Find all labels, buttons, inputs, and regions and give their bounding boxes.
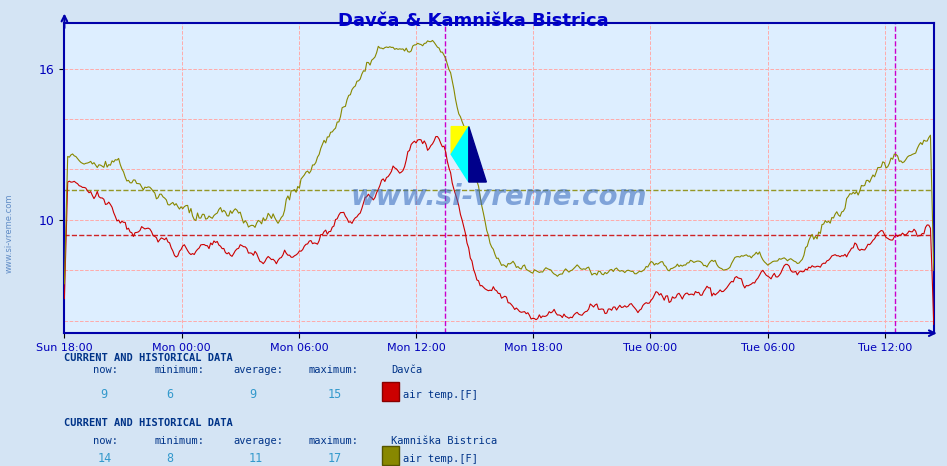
Polygon shape — [451, 127, 469, 154]
Text: Davča: Davča — [391, 365, 422, 375]
Text: 9: 9 — [249, 389, 257, 401]
Text: 17: 17 — [328, 452, 342, 465]
Text: maximum:: maximum: — [309, 365, 359, 375]
Text: 8: 8 — [167, 452, 174, 465]
Text: 14: 14 — [98, 452, 112, 465]
Text: average:: average: — [233, 436, 283, 445]
Text: 15: 15 — [328, 389, 342, 401]
Text: air temp.[F]: air temp.[F] — [403, 391, 478, 400]
Polygon shape — [469, 127, 487, 182]
Polygon shape — [451, 127, 469, 182]
Text: maximum:: maximum: — [309, 436, 359, 445]
Text: Kamniška Bistrica: Kamniška Bistrica — [391, 436, 497, 445]
Text: 6: 6 — [167, 389, 174, 401]
Text: Davča & Kamniška Bistrica: Davča & Kamniška Bistrica — [338, 12, 609, 30]
Text: 9: 9 — [100, 389, 108, 401]
Text: www.si-vreme.com: www.si-vreme.com — [5, 193, 14, 273]
Text: CURRENT AND HISTORICAL DATA: CURRENT AND HISTORICAL DATA — [64, 418, 233, 428]
Text: average:: average: — [233, 365, 283, 375]
Text: www.si-vreme.com: www.si-vreme.com — [350, 183, 648, 211]
Text: air temp.[F]: air temp.[F] — [403, 454, 478, 464]
Text: now:: now: — [93, 365, 117, 375]
Text: 11: 11 — [249, 452, 263, 465]
Text: CURRENT AND HISTORICAL DATA: CURRENT AND HISTORICAL DATA — [64, 353, 233, 363]
Text: now:: now: — [93, 436, 117, 445]
Text: minimum:: minimum: — [154, 436, 205, 445]
Text: minimum:: minimum: — [154, 365, 205, 375]
